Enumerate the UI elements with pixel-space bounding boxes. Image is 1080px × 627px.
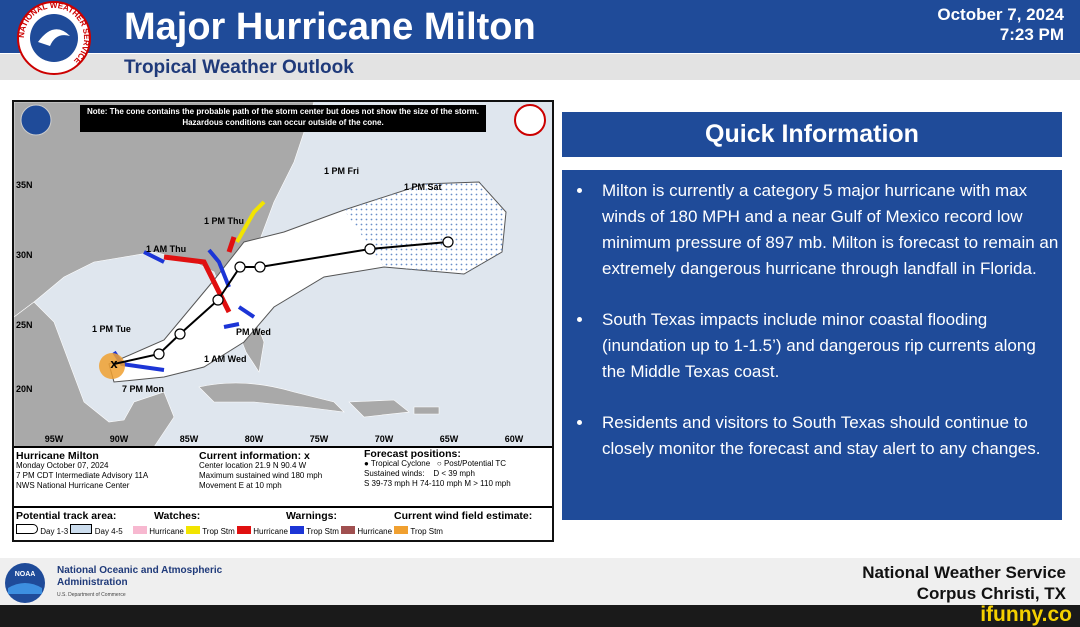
track-label: 1 AM Thu — [146, 244, 186, 254]
legend-text: Sustained winds: — [364, 469, 425, 478]
legend-text: S 39-73 mph H 74-110 mph M > 110 mph — [364, 479, 511, 488]
current-line: Movement E at 10 mph — [199, 481, 282, 490]
title: Major Hurricane Milton — [124, 6, 536, 48]
subtitle: Tropical Weather Outlook — [124, 57, 354, 78]
forecast-info: Forecast positions: ● Tropical Cyclone ○… — [364, 449, 511, 489]
legend-text: Tropical Cyclone — [370, 459, 431, 468]
latitude-label: 20N — [16, 384, 33, 394]
longitude-label: 65W — [440, 434, 459, 444]
date: October 7, 2024 — [937, 5, 1064, 24]
date-time: October 7, 2024 7:23 PM — [937, 5, 1064, 45]
storm-name: Hurricane Milton — [16, 450, 99, 462]
quick-info-title: Quick Information — [562, 112, 1062, 157]
track-label: PM Wed — [236, 327, 271, 337]
legend-text: Hurricane — [253, 527, 288, 536]
longitude-label: 75W — [310, 434, 329, 444]
current-line: Maximum sustained wind 180 mph — [199, 471, 323, 480]
track-label: 1 PM Tue — [92, 324, 131, 334]
legend-text: Day 1-3 — [40, 527, 69, 536]
latitude-label: 30N — [16, 250, 33, 260]
svg-text:x: x — [110, 356, 118, 371]
storm-line: NWS National Hurricane Center — [16, 481, 130, 490]
legend-text: Day 4-5 — [94, 527, 123, 536]
current-line: Center location 21.9 N 90.4 W — [199, 461, 307, 470]
storm-info: Hurricane Milton Monday October 07, 2024… — [16, 451, 148, 491]
longitude-label: 85W — [180, 434, 199, 444]
storm-line: Monday October 07, 2024 — [16, 461, 109, 470]
longitude-label: 60W — [505, 434, 524, 444]
subheader-bar — [0, 54, 1080, 80]
current-info: Current information: x Center location 2… — [199, 451, 322, 491]
legend-item: ● Tropical Cyclone — [364, 459, 431, 468]
nws-logo: NATIONAL WEATHER SERVICE — [17, 1, 91, 75]
storm-line: 7 PM CDT Intermediate Advisory 11A — [16, 471, 149, 480]
legend-swatches: Day 1-3 Day 4-5 Hurricane Trop Stm Hurri… — [16, 524, 443, 536]
legend-text: Trop Stm — [410, 527, 443, 536]
header-bar — [0, 0, 1080, 53]
bottom-bar — [0, 605, 1080, 627]
legend-text: Trop Stm — [202, 527, 235, 536]
current-heading: Current information: x — [199, 450, 310, 462]
agency: National Oceanic and Atmospheric Adminis… — [57, 565, 223, 588]
legend-item: ○ Post/Potential TC — [436, 459, 507, 468]
longitude-label: 90W — [110, 434, 129, 444]
legend-text: D < 39 mph — [433, 469, 475, 478]
forecast-map: x Note: The cone contains the probable p… — [12, 100, 554, 542]
track-heading: Potential track area: — [16, 510, 117, 522]
legend-text: Hurricane — [149, 527, 184, 536]
watches-heading: Watches: — [154, 510, 201, 522]
longitude-label: 70W — [375, 434, 394, 444]
forecast-heading: Forecast positions: — [364, 448, 461, 460]
office: National Weather Service — [862, 563, 1066, 582]
department: U.S. Department of Commerce — [57, 592, 126, 598]
bullet: Residents and visitors to South Texas sh… — [594, 410, 1062, 462]
track-label: 1 PM Thu — [204, 216, 244, 226]
footer — [0, 558, 1080, 605]
map-note: Note: The cone contains the probable pat… — [86, 107, 480, 127]
track-label: 7 PM Mon — [122, 384, 164, 394]
legend-divider — [14, 506, 552, 508]
track-label: 1 AM Wed — [204, 354, 247, 364]
bullet: Milton is currently a category 5 major h… — [594, 178, 1062, 282]
time: 7:23 PM — [999, 25, 1064, 44]
warnings-heading: Warnings: — [286, 510, 337, 522]
latitude-label: 35N — [16, 180, 33, 190]
legend-text: Post/Potential TC — [443, 459, 507, 468]
track-label: 1 PM Sat — [404, 182, 442, 192]
quick-info-body: Milton is currently a category 5 major h… — [562, 170, 1062, 520]
track-label: 1 PM Fri — [324, 166, 359, 176]
longitude-label: 95W — [45, 434, 64, 444]
legend-text: Hurricane — [357, 527, 393, 536]
watermark: ifunny.co — [980, 603, 1072, 626]
latitude-label: 25N — [16, 320, 33, 330]
longitude-label: 80W — [245, 434, 264, 444]
noaa-logo: NOAA — [5, 563, 45, 603]
map-legend: Hurricane Milton Monday October 07, 2024… — [14, 447, 552, 540]
legend-text: Trop Stm — [306, 527, 339, 536]
location: Corpus Christi, TX — [916, 584, 1066, 603]
bullet: South Texas impacts include minor coasta… — [594, 307, 1062, 385]
noaa-logo-text: NOAA — [15, 571, 36, 578]
office-block: National Weather Service Corpus Christi, … — [862, 562, 1066, 604]
wind-field-heading: Current wind field estimate: — [394, 510, 533, 522]
